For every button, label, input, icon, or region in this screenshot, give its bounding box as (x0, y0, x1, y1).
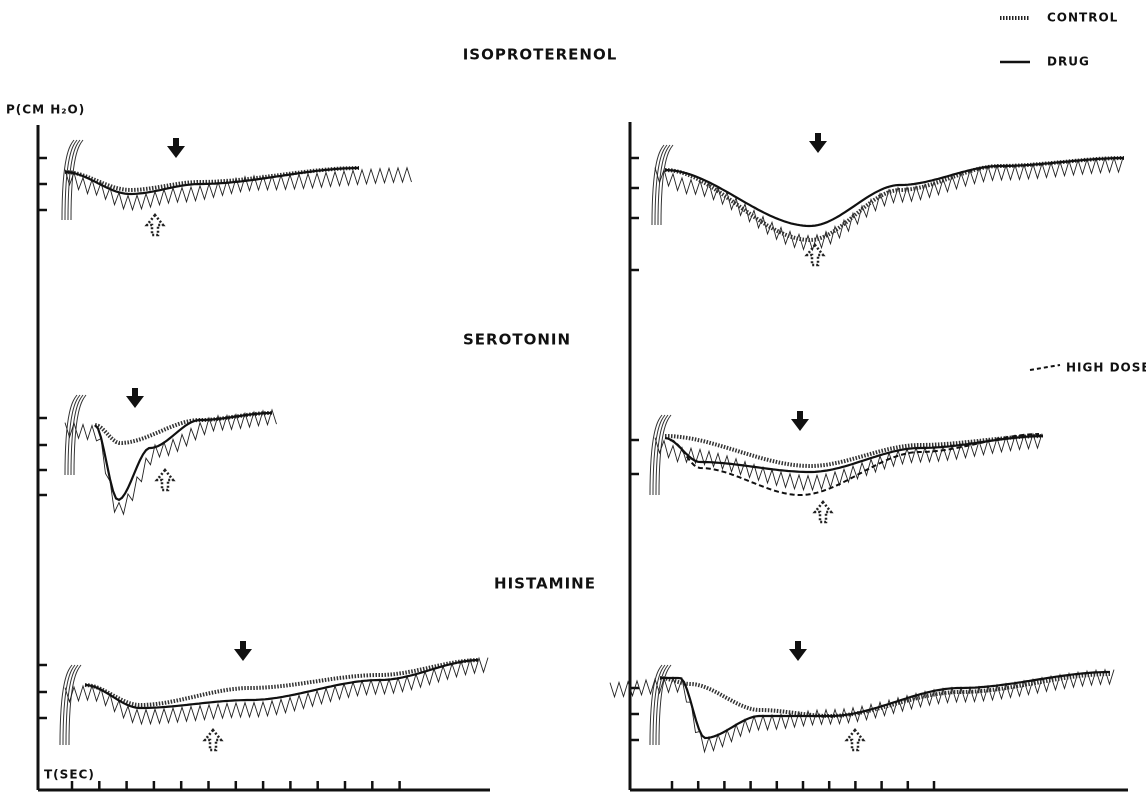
arrow-dotted (812, 499, 834, 524)
stimulus-artifact (654, 144, 668, 226)
stimulus-artifact (658, 664, 672, 746)
control-trace (84, 658, 479, 707)
stimulus-artifact (655, 414, 669, 496)
arrow-dotted (154, 467, 176, 492)
control-trace (665, 434, 1043, 468)
y-axis-label: P(CM H₂O) (6, 103, 85, 117)
arrow-dotted (804, 242, 826, 267)
x-axis-label: T(SEC) (44, 768, 95, 782)
stimulus-artifact (70, 139, 84, 221)
stimulus-artifact (67, 139, 81, 221)
arrow-solid (809, 133, 827, 153)
legend-label: HIGH DOSE (1066, 361, 1146, 375)
arrow-solid (167, 138, 185, 158)
stimulus-artifact (652, 414, 666, 496)
arrow-solid (789, 641, 807, 661)
drug-trace (664, 156, 1124, 228)
raw-trace (654, 432, 1043, 492)
stimulus-artifact (59, 664, 73, 746)
stimulus-artifact (660, 144, 674, 226)
raw-trace (64, 166, 412, 212)
stimulus-artifact (67, 394, 81, 476)
arrow-solid (234, 641, 252, 661)
legend-label: CONTROL (1047, 11, 1118, 25)
section-title: ISOPROTERENOL (463, 46, 618, 64)
stimulus-artifact (649, 664, 663, 746)
stimulus-artifact (658, 414, 672, 496)
drug-trace (64, 166, 359, 196)
high-dose-trace (669, 433, 1040, 496)
stimulus-artifact (652, 664, 666, 746)
legend-label: DRUG (1047, 55, 1090, 69)
stimulus-artifact (64, 394, 78, 476)
legend-swatch (1029, 364, 1061, 371)
arrow-solid (126, 388, 144, 408)
drug-trace (84, 658, 479, 710)
drug-trace (660, 670, 1110, 740)
raw-trace (64, 656, 489, 726)
stimulus-artifact (649, 414, 663, 496)
drug-trace (94, 411, 272, 502)
arrow-dotted (202, 727, 224, 752)
stimulus-artifact (70, 394, 84, 476)
stimulus-artifact (651, 144, 665, 226)
arrow-solid (791, 411, 809, 431)
stimulus-artifact (73, 394, 87, 476)
raw-trace (654, 156, 1124, 252)
control-trace (94, 411, 272, 446)
section-title: SEROTONIN (463, 331, 571, 349)
stimulus-artifact (64, 139, 78, 221)
raw-trace (609, 668, 1115, 754)
arrow-dotted (844, 727, 866, 752)
arrow-dotted (144, 212, 166, 237)
stimulus-artifact (62, 664, 76, 746)
stimulus-artifact (657, 144, 671, 226)
section-title: HISTAMINE (494, 575, 596, 593)
control-trace (659, 672, 1110, 718)
stimulus-artifact (655, 664, 669, 746)
stimulus-artifact (65, 664, 79, 746)
stimulus-artifact (61, 139, 75, 221)
stimulus-artifact (68, 664, 82, 746)
